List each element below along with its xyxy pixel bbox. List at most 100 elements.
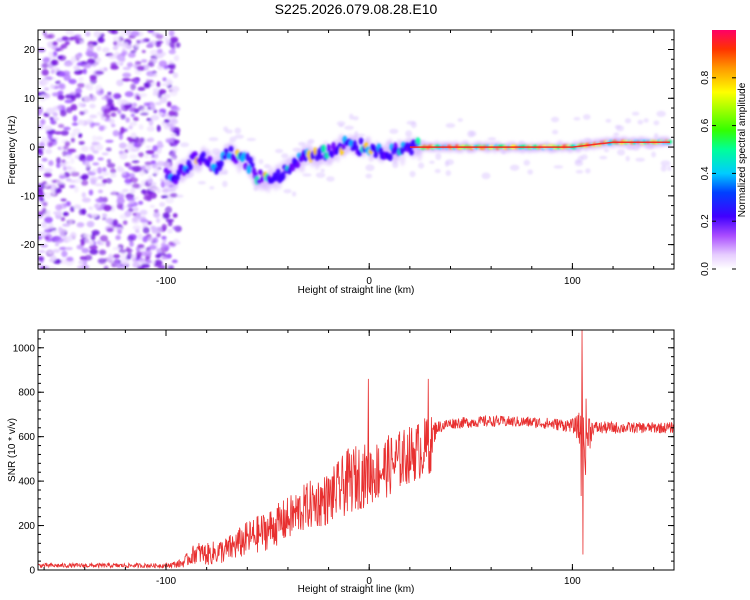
noise-blob: [116, 79, 124, 87]
noise-blob: [158, 112, 164, 116]
noise-blob: [84, 161, 91, 168]
faint-blob: [344, 125, 355, 130]
noise-blob: [138, 124, 144, 130]
noise-blob: [81, 179, 89, 186]
noise-blob: [89, 114, 98, 119]
faint-blob: [599, 155, 608, 160]
spectrogram-frame: [37, 29, 675, 270]
faint-blob: [553, 165, 564, 169]
noise-blob: [97, 189, 104, 194]
faint-blob: [357, 133, 366, 137]
noise-blob: [147, 236, 155, 243]
noise-blob: [119, 152, 128, 160]
noise-blob: [161, 188, 169, 193]
noise-blob: [120, 113, 126, 120]
noise-blob: [106, 159, 112, 164]
noise-blob: [117, 109, 122, 115]
y-tick-label: 20: [24, 45, 36, 56]
noise-blob: [168, 30, 175, 37]
colorbar-tick-label: 0.8: [700, 70, 711, 84]
noise-blob: [52, 41, 58, 46]
faint-blob: [225, 129, 233, 134]
noise-blob: [48, 141, 54, 148]
noise-blob: [139, 209, 148, 216]
noise-blob: [70, 57, 77, 64]
noise-blob: [148, 73, 158, 77]
y-tick-label: 800: [18, 388, 35, 399]
noise-blob: [150, 104, 156, 111]
noise-blob: [146, 221, 152, 225]
noise-blob: [44, 93, 51, 99]
faint-blob: [605, 118, 612, 123]
noise-blob: [112, 45, 119, 51]
noise-blob: [137, 244, 145, 249]
noise-blob: [40, 244, 49, 248]
faint-blob: [573, 116, 581, 121]
noise-blob: [102, 217, 107, 221]
faint-blob: [616, 149, 626, 156]
noise-blob: [89, 248, 99, 255]
noise-blob: [120, 42, 129, 48]
noise-blob: [55, 204, 63, 211]
signal-core-blob: [358, 137, 364, 145]
noise-blob: [41, 207, 47, 215]
noise-blob: [126, 197, 136, 202]
noise-blob: [47, 133, 53, 140]
noise-blob: [166, 229, 173, 234]
noise-blob: [62, 211, 69, 217]
noise-blob: [64, 94, 74, 99]
y-tick-label: -20: [21, 240, 36, 251]
noise-blob: [80, 145, 89, 152]
noise-blob: [41, 157, 48, 162]
noise-blob: [149, 204, 156, 209]
noise-blob: [150, 114, 160, 121]
noise-blob: [122, 66, 131, 71]
noise-blob: [38, 92, 42, 97]
faint-blob: [405, 130, 413, 137]
y-tick-label: -10: [21, 191, 36, 202]
noise-blob: [51, 45, 59, 51]
signal-core-blob: [246, 165, 252, 174]
noise-blob: [150, 160, 156, 165]
noise-blob: [52, 51, 58, 57]
noise-blob: [41, 79, 50, 85]
noise-blob: [155, 254, 161, 259]
noise-blob: [93, 30, 101, 38]
noise-blob: [38, 48, 46, 53]
noise-blob: [129, 154, 138, 160]
noise-blob: [101, 96, 107, 100]
signal-core-blob: [409, 149, 414, 156]
faint-blob: [263, 164, 271, 169]
noise-blob: [52, 117, 60, 121]
noise-blob: [156, 248, 161, 253]
noise-blob: [146, 79, 154, 83]
noise-blob: [60, 130, 69, 136]
noise-blob: [152, 145, 158, 152]
faint-blob: [283, 188, 292, 194]
noise-blob: [143, 82, 152, 89]
noise-blob: [118, 133, 124, 140]
faint-blob: [527, 169, 534, 175]
faint-blob: [445, 170, 452, 176]
noise-blob: [115, 235, 121, 241]
noise-blob: [64, 246, 73, 251]
noise-blob: [118, 142, 127, 149]
noise-blob: [112, 36, 120, 42]
noise-blob: [117, 165, 123, 173]
noise-blob: [126, 62, 134, 68]
noise-blob: [86, 155, 94, 162]
signal-core-blob: [187, 163, 193, 171]
noise-blob: [151, 260, 156, 265]
faint-blob: [389, 128, 399, 134]
noise-blob: [112, 93, 120, 99]
noise-blob: [76, 222, 85, 228]
faint-blob: [435, 153, 442, 161]
noise-blob: [59, 45, 64, 52]
faint-blob: [481, 172, 491, 180]
noise-blob: [134, 70, 142, 75]
noise-blob: [153, 211, 161, 218]
noise-blob: [46, 250, 54, 255]
y-tick-label: 0: [29, 143, 35, 154]
noise-blob: [80, 241, 85, 246]
noise-blob: [81, 61, 89, 65]
